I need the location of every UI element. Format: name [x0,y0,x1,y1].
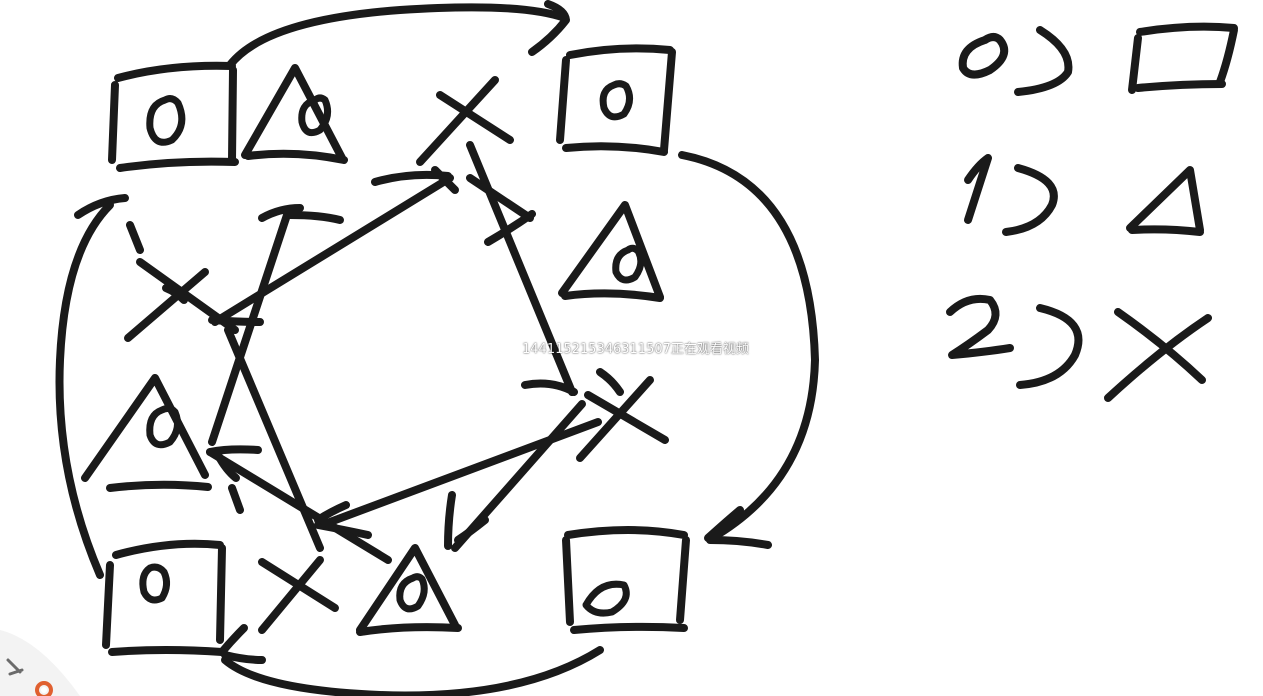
node-triangle-left [81,374,212,492]
outer-arrow-bottom [218,624,604,696]
inner-arrow-right-to-bottom-left [314,418,602,539]
outer-arrow-right [678,151,819,549]
inner-arrow-left-to-top [208,166,459,326]
node-square-bottom-right [562,526,690,634]
node-triangle-right-upper [558,201,664,302]
node-triangle-top [241,64,348,164]
inner-arrow-top-to-right [466,141,624,396]
pen-tool-icon[interactable] [0,630,80,696]
node-triangle-bottom [356,544,462,636]
legend-item-triangle [964,154,1204,236]
node-cross-top [416,76,514,166]
viewer-count-watermark: 1441152153463115​07正在观看视频 [522,342,749,357]
node-square-top-left [108,61,239,172]
inner-arrow-left-down [208,204,344,552]
outer-arrow-left [55,194,144,579]
legend [946,22,1238,402]
outer-arrow-top [226,0,570,69]
node-cross-bottom [258,556,339,634]
legend-item-cross [946,294,1212,402]
node-cross-right [576,376,669,462]
legend-item-square [958,22,1238,96]
node-square-bottom-left [102,539,226,656]
inner-arrow-right-to-bottom [444,400,586,552]
node-cross-left [124,258,239,342]
node-square-top-right [556,44,676,156]
